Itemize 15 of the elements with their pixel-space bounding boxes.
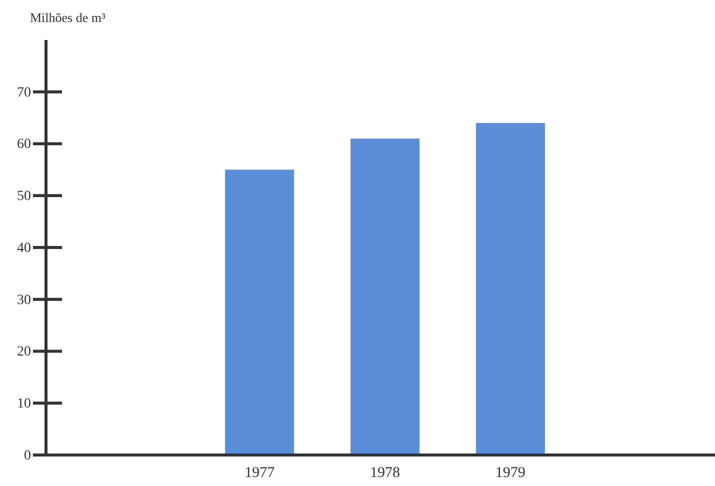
bar (476, 123, 545, 455)
x-tick-label: 1978 (370, 465, 400, 481)
y-tick-label: 30 (17, 292, 31, 308)
y-tick-label: 20 (17, 344, 31, 360)
y-tick-label: 70 (17, 85, 31, 100)
y-tick-label: 0 (24, 448, 31, 464)
y-tick-label: 50 (17, 189, 31, 204)
y-tick-label: 60 (17, 137, 31, 152)
bar (225, 170, 294, 455)
x-tick-label: 1977 (244, 465, 276, 481)
y-tick-label: 40 (17, 240, 31, 256)
y-axis-title: Milhões de m³ (30, 10, 106, 25)
bar (350, 138, 420, 455)
y-tick-label: 10 (17, 396, 31, 412)
x-tick-label: 1979 (495, 465, 526, 481)
